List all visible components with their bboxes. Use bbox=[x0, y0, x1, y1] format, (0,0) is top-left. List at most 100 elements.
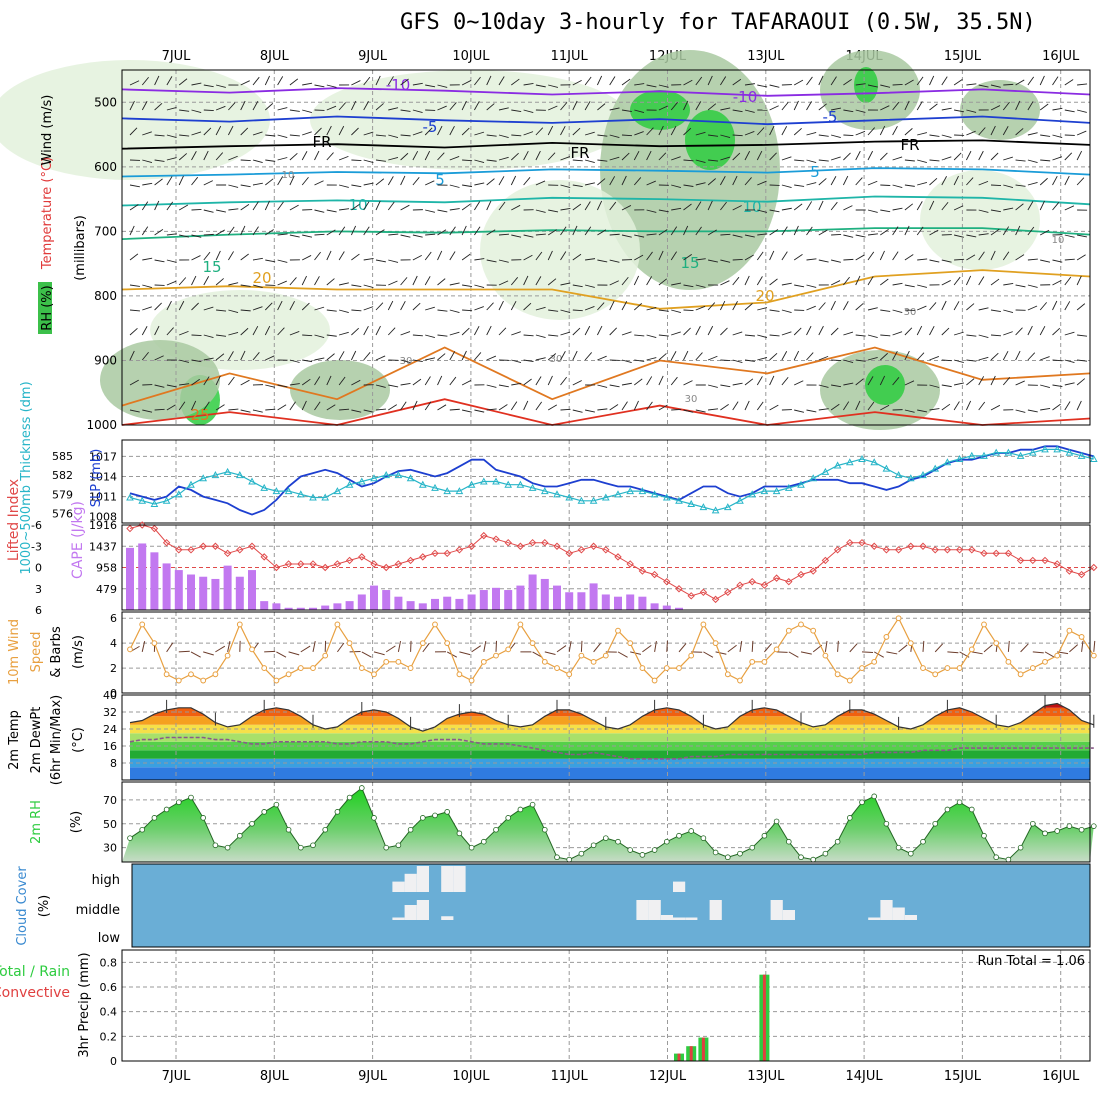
wind-barb bbox=[166, 107, 177, 111]
wind-barb bbox=[634, 234, 645, 238]
wind-barb bbox=[449, 156, 460, 161]
wind-barb bbox=[572, 184, 583, 188]
cape-bar bbox=[333, 603, 342, 610]
wind-barb bbox=[129, 327, 138, 336]
wind-barb bbox=[437, 334, 448, 337]
wind10-barb bbox=[141, 641, 146, 652]
wind-barb bbox=[646, 276, 653, 286]
wind-barb bbox=[474, 76, 481, 86]
wind-barb bbox=[720, 327, 728, 336]
wind-barb bbox=[412, 109, 423, 113]
wind-barb bbox=[941, 259, 952, 263]
wind-barb bbox=[732, 401, 739, 411]
wind-barb bbox=[548, 334, 559, 337]
wind-barb bbox=[634, 334, 645, 337]
rh2m-point bbox=[188, 794, 194, 801]
wind-barb bbox=[744, 275, 750, 286]
lifted-index-marker bbox=[541, 539, 549, 547]
rh2m-point bbox=[493, 826, 499, 833]
wind-barb bbox=[978, 180, 989, 186]
rh2m-ylabel: 2m RH bbox=[29, 800, 44, 844]
date-label-bottom: 12JUL bbox=[649, 1069, 687, 1084]
wind-barb bbox=[1015, 79, 1025, 86]
wind-barb bbox=[880, 404, 890, 411]
wind-barb bbox=[548, 105, 558, 111]
wind-barb bbox=[1039, 302, 1048, 311]
wind-barb bbox=[1027, 76, 1035, 86]
wind-barb bbox=[474, 325, 480, 336]
wind10-barb bbox=[837, 640, 839, 652]
wind-barb bbox=[240, 100, 246, 111]
wind-barb bbox=[301, 302, 310, 311]
wind10-speed-point bbox=[236, 621, 243, 628]
wind-barb bbox=[707, 325, 714, 336]
wind-barb bbox=[720, 156, 731, 161]
wind-barb bbox=[350, 100, 357, 111]
stability-frame bbox=[121, 524, 1091, 611]
rh2m-tick-label: 30 bbox=[103, 842, 117, 855]
lifted-index-marker bbox=[614, 553, 622, 561]
wind10-ylabel-speed: Speed bbox=[29, 632, 44, 673]
thickness-tick-label: 585 bbox=[52, 450, 73, 463]
wind-barb bbox=[203, 357, 214, 361]
wind-barb bbox=[289, 300, 295, 311]
wind10-barb bbox=[898, 644, 908, 653]
wind-barb bbox=[351, 327, 360, 336]
wind-barb bbox=[978, 251, 985, 261]
wind-barb bbox=[387, 76, 394, 86]
rh2m-point bbox=[224, 844, 231, 851]
wind10-speed-point bbox=[322, 652, 329, 659]
wind-barb bbox=[351, 253, 360, 261]
wind-barb bbox=[154, 134, 165, 137]
wind-barb bbox=[1076, 177, 1085, 186]
wind-barb bbox=[375, 408, 386, 411]
wind-barb bbox=[129, 80, 140, 86]
stability-ylabel-cape: CAPE (J/kg) bbox=[70, 501, 86, 579]
wind-barb bbox=[166, 76, 173, 86]
wind-barb bbox=[941, 280, 951, 286]
wind-barb bbox=[904, 350, 910, 361]
thickness-marker bbox=[809, 474, 818, 482]
wind-barb bbox=[1076, 254, 1086, 261]
wind-barb bbox=[585, 409, 595, 413]
wind-barb bbox=[941, 134, 952, 138]
wind-barb bbox=[818, 159, 829, 162]
wind-barb bbox=[166, 176, 173, 186]
wind-barb bbox=[240, 409, 251, 413]
wind-barb bbox=[769, 404, 779, 411]
wind10-speed-point bbox=[993, 640, 1000, 647]
thickness-marker bbox=[992, 448, 1001, 456]
wind-barb bbox=[855, 83, 866, 86]
thickness-marker bbox=[784, 483, 793, 491]
wind-barb bbox=[363, 201, 370, 211]
wind-barb bbox=[621, 401, 628, 411]
pressure-tick-label: 700 bbox=[94, 224, 117, 238]
precip-convective-bar bbox=[762, 974, 766, 1061]
wind-barb bbox=[437, 309, 448, 312]
wind-barb bbox=[338, 309, 349, 314]
wind-barb bbox=[277, 201, 284, 211]
wind-barb bbox=[351, 159, 362, 162]
wind-barb bbox=[634, 131, 644, 136]
wind-barb bbox=[228, 331, 239, 336]
run-total-label: Run Total = 1.06 bbox=[977, 954, 1085, 969]
wind-barb bbox=[880, 105, 890, 111]
cape-tick-label: 1437 bbox=[89, 540, 117, 553]
wind-barb bbox=[1003, 156, 1013, 161]
wind-barb bbox=[683, 253, 692, 261]
wind-barb bbox=[203, 127, 212, 136]
wind-barb bbox=[560, 251, 567, 261]
wind-barb bbox=[781, 376, 789, 386]
wind-barb bbox=[609, 300, 615, 311]
rh2m-area bbox=[122, 788, 1094, 862]
wind-barb bbox=[1003, 184, 1014, 189]
wind-barb bbox=[1077, 83, 1088, 86]
temp-band bbox=[130, 767, 1090, 780]
wind-barb bbox=[904, 254, 914, 261]
rh2m-point bbox=[651, 847, 658, 853]
wind-barb bbox=[523, 400, 529, 411]
wind-barb bbox=[855, 130, 866, 136]
thickness-marker bbox=[711, 506, 720, 514]
wind-barb bbox=[806, 409, 817, 413]
wind-barb bbox=[547, 278, 557, 286]
